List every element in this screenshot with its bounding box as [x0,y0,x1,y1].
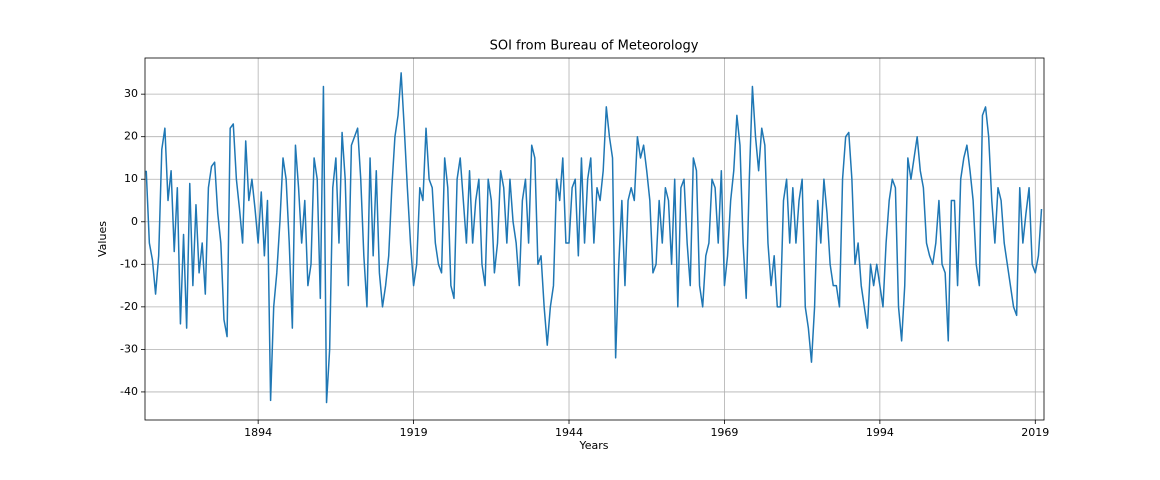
x-axis-label: Years [578,439,608,452]
y-tick-label: 0 [131,215,138,228]
x-tick-label: 1944 [555,426,583,439]
x-tick-label: 1894 [244,426,272,439]
y-tick-label: 10 [124,172,138,185]
x-tick-label: 1919 [400,426,428,439]
y-tick-label: -40 [120,385,138,398]
line-series [145,72,1043,404]
x-tick-label: 1969 [710,426,738,439]
y-axis-label: Values [96,221,109,257]
y-tick-label: 30 [124,87,138,100]
y-tick-label: -10 [120,257,138,270]
y-tick-label: -30 [120,342,138,355]
plot-frame [144,57,1045,421]
chart-title: SOI from Bureau of Meteorology [490,39,699,54]
y-tick-label: -20 [120,300,138,313]
x-tick-label: 1994 [866,426,894,439]
y-tick-label: 20 [124,130,138,143]
x-tick-label: 2019 [1021,426,1049,439]
